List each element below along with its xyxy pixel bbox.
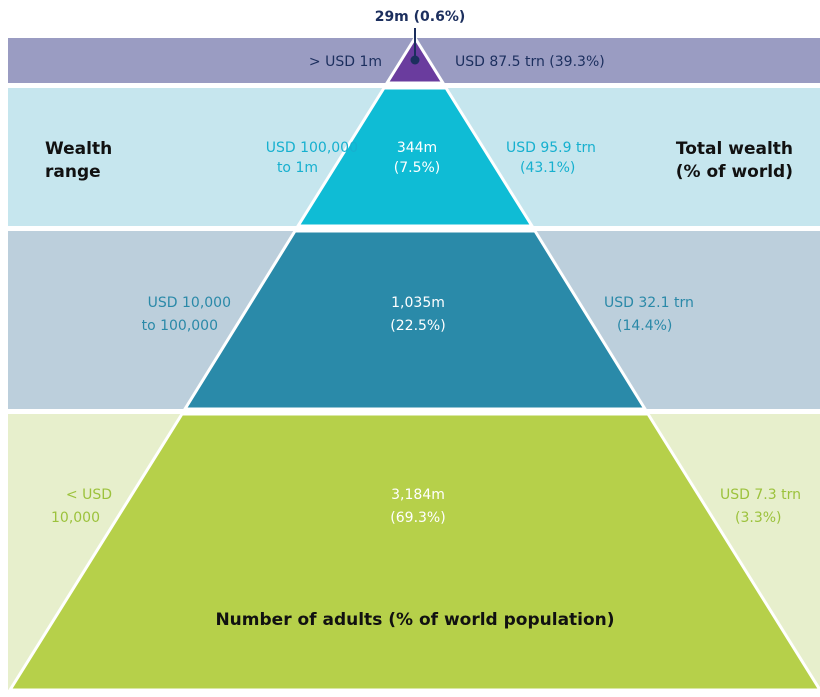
axis-label: (% of world) — [676, 162, 793, 182]
wealth-label: (3.3%) — [735, 510, 782, 526]
axis-label: range — [45, 162, 101, 182]
wealth-label: (43.1%) — [520, 160, 575, 176]
top-label: 29m (0.6%) — [375, 9, 466, 25]
wealth-label: USD 87.5 trn (39.3%) — [455, 54, 605, 70]
adults-label: (7.5%) — [394, 160, 441, 176]
range-label: to 1m — [277, 160, 318, 176]
pyramid-tier-3 — [182, 229, 648, 411]
adults-label: 344m — [397, 140, 437, 156]
range-label: 10,000 — [51, 510, 100, 526]
range-label: > USD 1m — [309, 54, 382, 70]
axis-label: Wealth — [45, 139, 112, 159]
range-label: < USD — [66, 487, 112, 503]
adults-axis-label: Number of adults (% of world population) — [215, 610, 614, 630]
adults-label: (22.5%) — [390, 318, 445, 334]
range-label: USD 100,000 — [266, 140, 358, 156]
range-label: to 100,000 — [142, 318, 218, 334]
adults-label: 3,184m — [391, 487, 445, 503]
adults-label: 1,035m — [391, 295, 445, 311]
range-label: USD 10,000 — [148, 295, 231, 311]
wealth-label: USD 32.1 trn — [604, 295, 694, 311]
pointer-dot — [410, 55, 420, 65]
adults-label: (69.3%) — [390, 510, 445, 526]
wealth-label: USD 7.3 trn — [720, 487, 801, 503]
pyramid-tier-4 — [7, 412, 820, 692]
axis-label: Total wealth — [676, 139, 793, 159]
pyramid-tier-2 — [295, 86, 535, 228]
wealth-label: USD 95.9 trn — [506, 140, 596, 156]
wealth-label: (14.4%) — [617, 318, 672, 334]
